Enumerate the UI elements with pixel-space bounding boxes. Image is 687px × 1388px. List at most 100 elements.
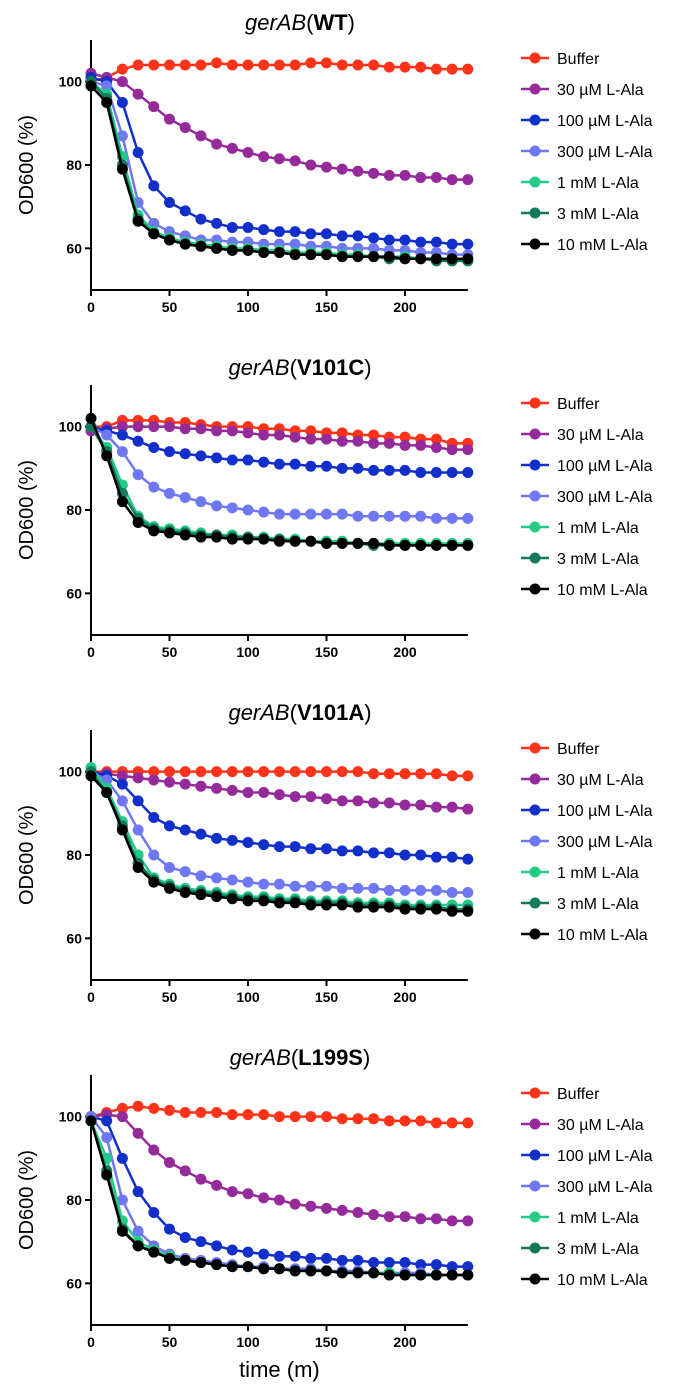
data-point	[164, 1157, 175, 1168]
x-tick-label: 150	[315, 989, 339, 1005]
data-point	[352, 1267, 364, 1279]
legend-marker	[529, 773, 541, 785]
legend-marker	[529, 1118, 541, 1130]
data-point	[383, 464, 395, 476]
data-point	[101, 1132, 113, 1143]
data-point	[242, 222, 254, 233]
data-point	[242, 895, 254, 907]
data-point	[336, 435, 348, 447]
data-point	[399, 234, 411, 246]
data-point	[242, 533, 254, 545]
data-point	[211, 1107, 223, 1118]
data-point	[211, 1179, 223, 1191]
data-point	[462, 770, 474, 782]
data-point	[462, 853, 474, 865]
data-point	[383, 884, 395, 896]
data-point	[132, 59, 144, 71]
data-point	[85, 412, 97, 424]
x-tick-label: 50	[162, 1334, 178, 1350]
data-point	[179, 59, 191, 71]
legend-label: 100 µM L-Ala	[557, 458, 653, 475]
data-point	[258, 1248, 270, 1260]
data-point	[305, 791, 317, 803]
y-axis-label: OD600 (%)	[16, 460, 38, 560]
data-point	[242, 147, 254, 158]
data-point	[352, 1113, 364, 1125]
data-point	[399, 903, 411, 915]
data-point	[368, 882, 380, 894]
data-point	[321, 161, 332, 173]
data-point	[446, 174, 458, 186]
data-point	[462, 174, 474, 186]
data-point	[446, 1215, 458, 1227]
data-point	[305, 1252, 317, 1264]
data-point	[289, 1250, 301, 1262]
data-point	[179, 492, 191, 503]
legend-entry-0: Buffer	[521, 396, 600, 413]
legend-label: 3 mM L-Ala	[557, 896, 639, 913]
data-point	[368, 251, 380, 263]
data-point	[164, 197, 175, 208]
data-point	[101, 450, 113, 462]
chart-title: gerAB(V101A)	[228, 700, 371, 725]
data-point	[305, 460, 317, 472]
data-point	[430, 512, 442, 524]
series-1	[85, 67, 474, 186]
data-point	[148, 228, 160, 240]
data-point	[430, 1213, 442, 1225]
data-point	[211, 500, 223, 512]
data-point	[368, 1209, 380, 1221]
data-point	[336, 59, 348, 71]
legend-label: 3 mM L-Ala	[557, 1241, 639, 1258]
legend-marker	[529, 552, 541, 564]
data-point	[289, 155, 301, 167]
data-point	[399, 884, 411, 896]
x-tick-label: 150	[315, 1334, 339, 1350]
data-point	[305, 880, 317, 892]
data-point	[258, 247, 270, 258]
data-point	[148, 849, 160, 861]
data-point	[226, 502, 238, 514]
data-point	[383, 797, 395, 809]
series-6	[85, 412, 474, 551]
data-point	[148, 876, 160, 888]
data-point	[368, 847, 380, 859]
data-point	[116, 163, 128, 175]
legend-marker	[529, 176, 541, 188]
legend-entry-2: 100 µM L-Ala	[521, 113, 653, 130]
x-tick-label: 0	[87, 1334, 95, 1350]
data-point	[446, 512, 458, 524]
data-point	[446, 1261, 458, 1273]
data-point	[368, 232, 380, 244]
data-point	[430, 253, 442, 265]
data-point	[211, 531, 223, 543]
legend-entry-0: Buffer	[521, 741, 600, 758]
legend-marker	[529, 835, 541, 847]
data-point	[132, 1100, 144, 1112]
data-point	[273, 897, 285, 909]
y-axis-label: OD600 (%)	[16, 805, 38, 905]
data-point	[289, 1265, 301, 1277]
y-tick-label: 100	[59, 764, 83, 780]
data-point	[226, 533, 238, 545]
data-point	[195, 240, 207, 252]
data-point	[430, 442, 442, 453]
data-point	[446, 1269, 458, 1281]
title-close: )	[364, 355, 371, 380]
data-point	[226, 784, 238, 796]
data-point	[273, 841, 285, 853]
data-point	[258, 766, 270, 778]
data-point	[132, 421, 144, 433]
data-point	[273, 429, 285, 441]
data-point	[383, 1269, 395, 1281]
data-point	[195, 496, 207, 508]
legend-marker	[529, 83, 541, 95]
legend-label: Buffer	[557, 51, 600, 68]
data-point	[462, 1261, 474, 1273]
data-point	[321, 1265, 332, 1277]
legend-entry-3: 300 µM L-Ala	[521, 1179, 653, 1196]
data-point	[383, 847, 395, 859]
y-axis-label: OD600 (%)	[16, 115, 38, 215]
data-point	[446, 63, 458, 75]
data-point	[321, 508, 332, 520]
